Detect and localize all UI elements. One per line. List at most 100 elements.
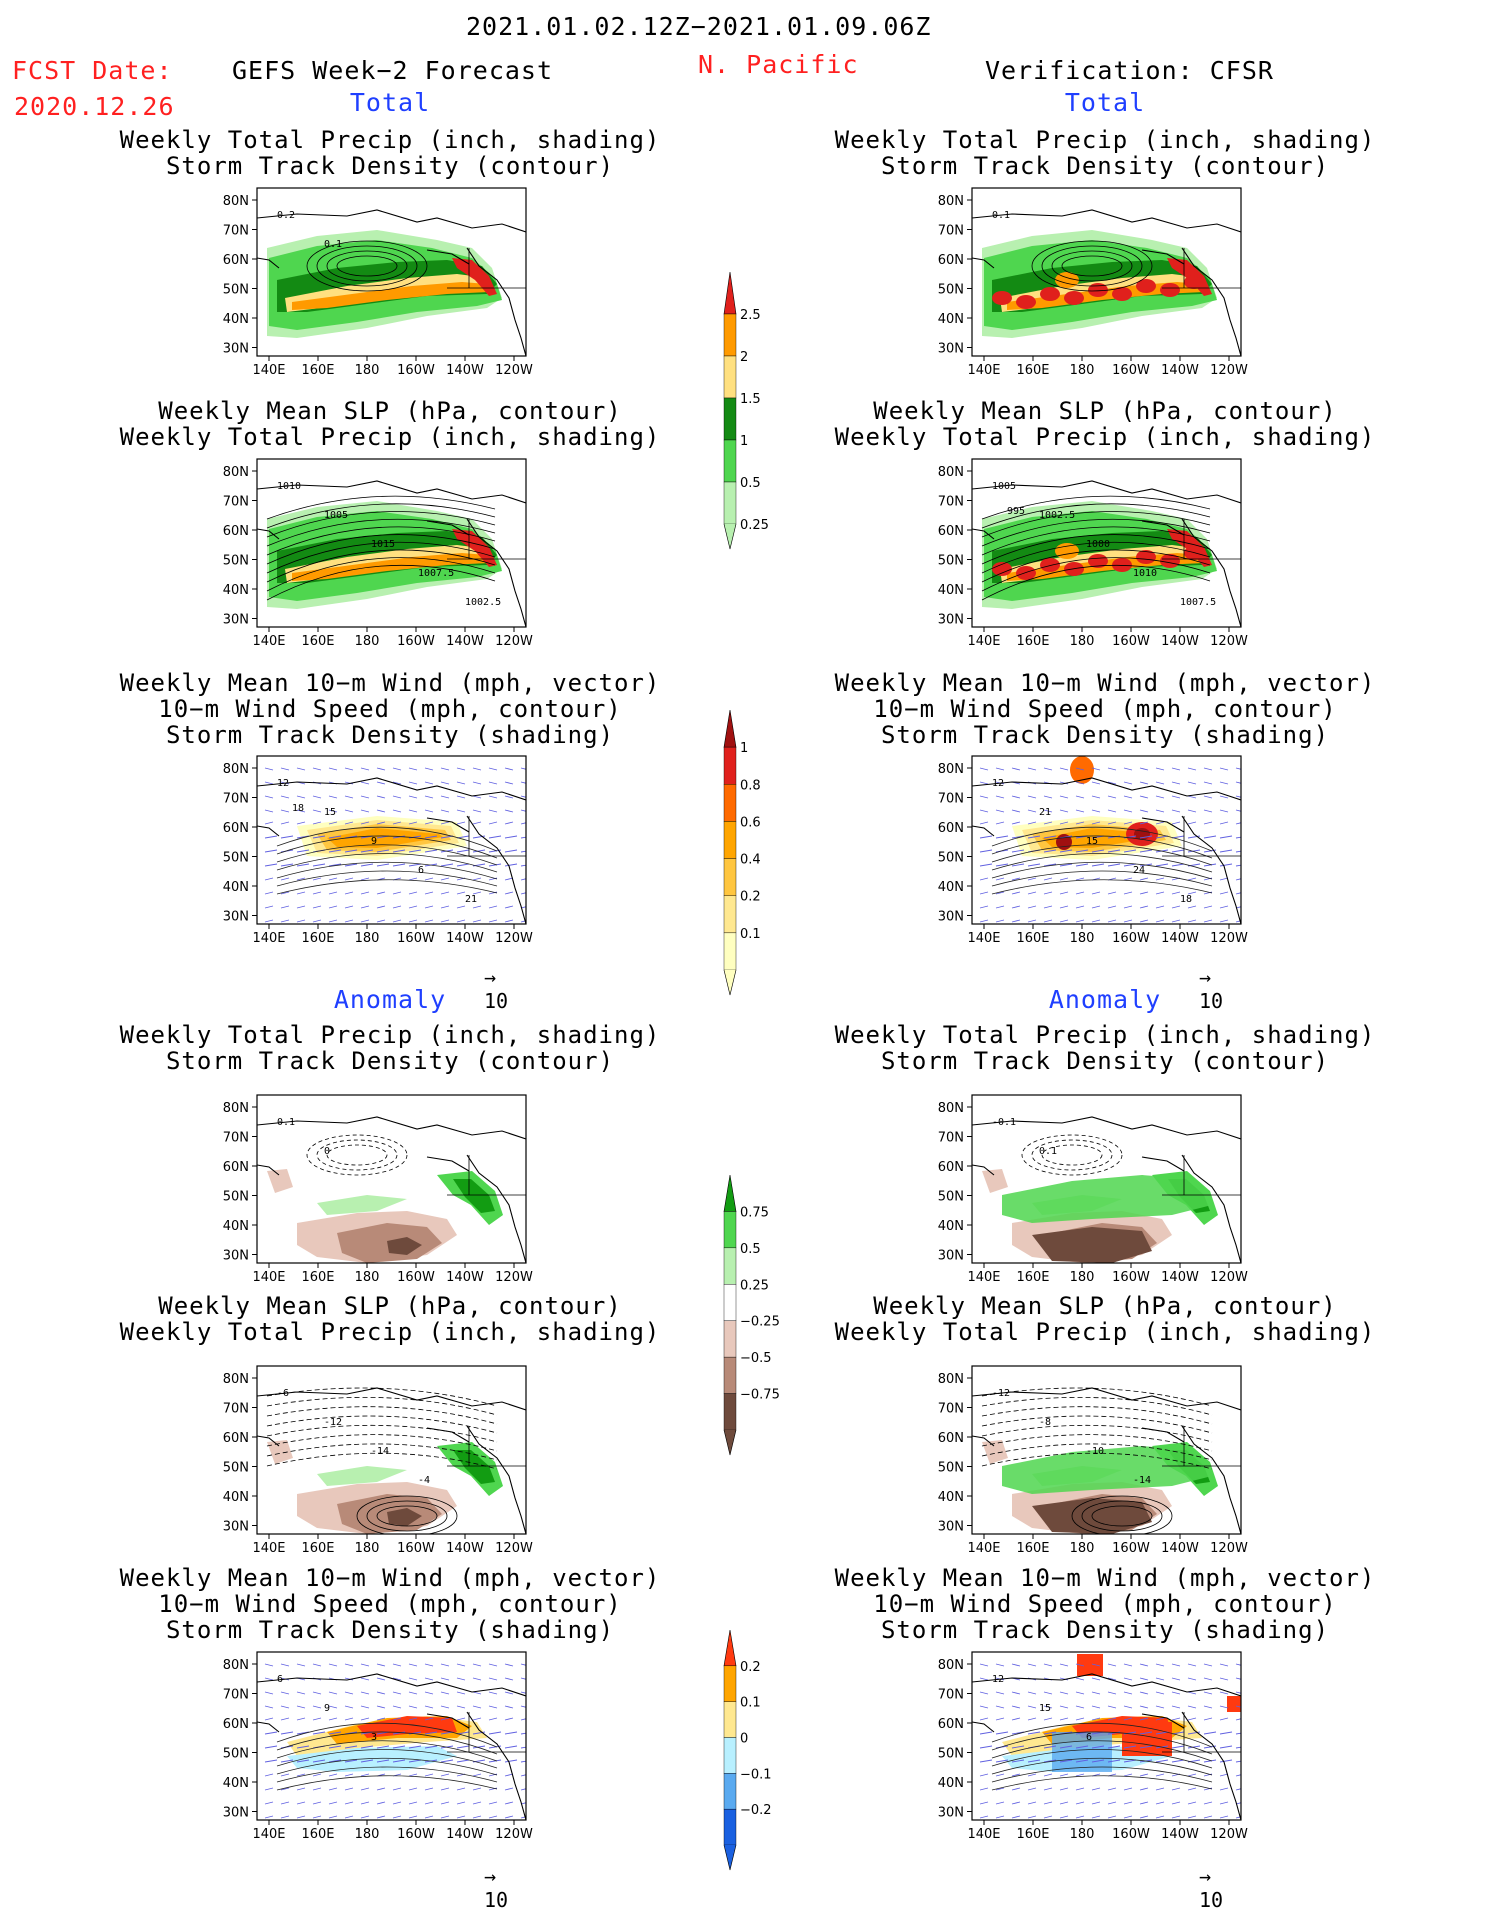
lon-tick-label: 180 — [1070, 1270, 1095, 1283]
lon-tick-label: 180 — [1070, 1541, 1095, 1554]
lon-tick-label: 120W — [1210, 363, 1248, 376]
contour-label: 15 — [1039, 1703, 1051, 1714]
lat-tick-label: 80N — [938, 1101, 964, 1116]
lon-tick-label: 160E — [301, 1827, 334, 1840]
contour-label: 1000 — [1086, 539, 1110, 550]
vector-scale-left-anom: → 10 — [484, 1864, 509, 1912]
coastline — [1181, 815, 1241, 924]
lat-tick-label: 70N — [938, 1131, 964, 1146]
lat-tick-label: 60N — [938, 1160, 964, 1175]
lat-tick-label: 40N — [223, 1776, 249, 1791]
contour-label: 24 — [1133, 865, 1145, 876]
lat-tick-label: 50N — [223, 851, 249, 866]
lon-tick-label: 120W — [1210, 1541, 1248, 1554]
contour-label: 21 — [465, 894, 477, 905]
coastline — [426, 520, 470, 536]
coastline — [426, 1713, 470, 1729]
colorbar-swatch — [723, 1247, 737, 1285]
lat-tick-label: 40N — [938, 880, 964, 895]
lon-tick-label: 180 — [355, 1827, 380, 1840]
coastline — [466, 1425, 526, 1534]
lon-tick-label: 140W — [1161, 634, 1199, 647]
coastline — [972, 1387, 1241, 1411]
coastline — [1141, 249, 1185, 265]
title-p12: Weekly Mean 10−m Wind (mph, vector) 10−m … — [834, 1564, 1376, 1644]
contour-label: -8 — [1039, 1417, 1051, 1428]
lon-tick-label: 140E — [252, 931, 285, 944]
coastline — [972, 1673, 1241, 1697]
colorbar-label: 0.8 — [740, 778, 761, 793]
lat-tick-label: 30N — [223, 1249, 249, 1264]
vector-scale-arrow: → — [484, 965, 497, 989]
lat-tick-label: 50N — [223, 283, 249, 298]
lon-tick-label: 140E — [252, 1541, 285, 1554]
contour-label: 12 — [277, 778, 289, 789]
lon-tick-label: 160E — [301, 634, 334, 647]
colorbar-swatch — [723, 481, 737, 525]
lat-tick-label: 70N — [938, 1402, 964, 1417]
contour-label: 1005 — [324, 510, 348, 521]
contour-label: -6 — [277, 1388, 289, 1399]
coastline — [972, 528, 995, 540]
coastline — [426, 1427, 470, 1443]
lon-tick-label: 140E — [967, 634, 1000, 647]
colorbar-label: 0.1 — [740, 927, 761, 942]
coastline — [466, 815, 526, 924]
colorbar-total-precip: 2.5 2 1.5 1 0.5 0.25 — [722, 272, 802, 574]
map-plot-area: 1005 1002.5 1000 1010 1007.5 995 80N 70N 60N 50N 4… — [938, 458, 1248, 647]
contour-label: 995 — [1007, 506, 1025, 517]
lat-tick-label: 60N — [938, 1717, 964, 1732]
lat-tick-label: 80N — [223, 194, 249, 209]
lon-tick-label: 160W — [1112, 1270, 1150, 1283]
contour-label: 1010 — [1133, 568, 1157, 579]
colorbar-swatch — [723, 1356, 737, 1394]
colorbar-label: −0.1 — [740, 1767, 772, 1782]
lat-tick-label: 80N — [223, 465, 249, 480]
lat-tick-label: 40N — [938, 583, 964, 598]
colorbar-total-track: 1 0.8 0.6 0.4 0.2 0.1 — [722, 710, 802, 1020]
vector-scale-arrow: → — [1199, 1864, 1212, 1888]
map-panel-p4: 1005 1002.5 1000 1010 1007.5 995 80N 70N 60N 50N 4… — [912, 449, 1261, 647]
map-panel-p6: 12 21 15 24 18 80N 70N 60N 50N 40N 30N 140E 160E 180 1… — [912, 746, 1261, 944]
vector-scale-right-anom: → 10 — [1199, 1864, 1224, 1912]
coastline — [257, 825, 280, 837]
title-p4: Weekly Mean SLP (hPa, contour) Weekly Tot… — [834, 397, 1376, 451]
contour-label: 1005 — [992, 481, 1016, 492]
colorbar-label: 0.6 — [740, 815, 761, 830]
lat-tick-label: 60N — [938, 524, 964, 539]
title-p7: Weekly Total Precip (inch, shading) Storm… — [119, 1021, 661, 1075]
colorbar-label: 0.25 — [740, 518, 769, 533]
lon-tick-label: 160E — [1016, 1541, 1049, 1554]
coastline — [257, 1387, 526, 1411]
lon-tick-label: 160W — [397, 1827, 435, 1840]
lon-tick-label: 140E — [252, 363, 285, 376]
colorbar-swatch — [723, 932, 737, 971]
lat-tick-label: 60N — [223, 1717, 249, 1732]
contour-label: -4 — [418, 1475, 430, 1486]
lat-tick-label: 70N — [223, 792, 249, 807]
colorbar-swatch — [723, 1665, 737, 1702]
lon-tick-label: 140E — [967, 1827, 1000, 1840]
lat-tick-label: 40N — [938, 1490, 964, 1505]
coastline — [1181, 1154, 1241, 1263]
lat-tick-label: 50N — [938, 1461, 964, 1476]
lon-tick-label: 160W — [1112, 1541, 1150, 1554]
coastline — [257, 528, 280, 540]
coastline — [1141, 817, 1185, 833]
contour-label: 0.1 — [324, 239, 342, 250]
vector-scale-arrow: → — [1199, 965, 1212, 989]
colorbar-swatch — [723, 821, 737, 859]
coastline — [257, 1673, 526, 1697]
contour-label: 1002.5 — [465, 597, 501, 608]
colorbar-label: −0.2 — [740, 1803, 772, 1818]
lon-tick-label: 160W — [397, 1270, 435, 1283]
lon-tick-label: 180 — [355, 634, 380, 647]
colorbar-swatch — [723, 895, 737, 934]
section-anomaly-right: Anomaly — [1048, 985, 1162, 1014]
title-p5: Weekly Mean 10−m Wind (mph, vector) 10−m … — [119, 669, 661, 749]
